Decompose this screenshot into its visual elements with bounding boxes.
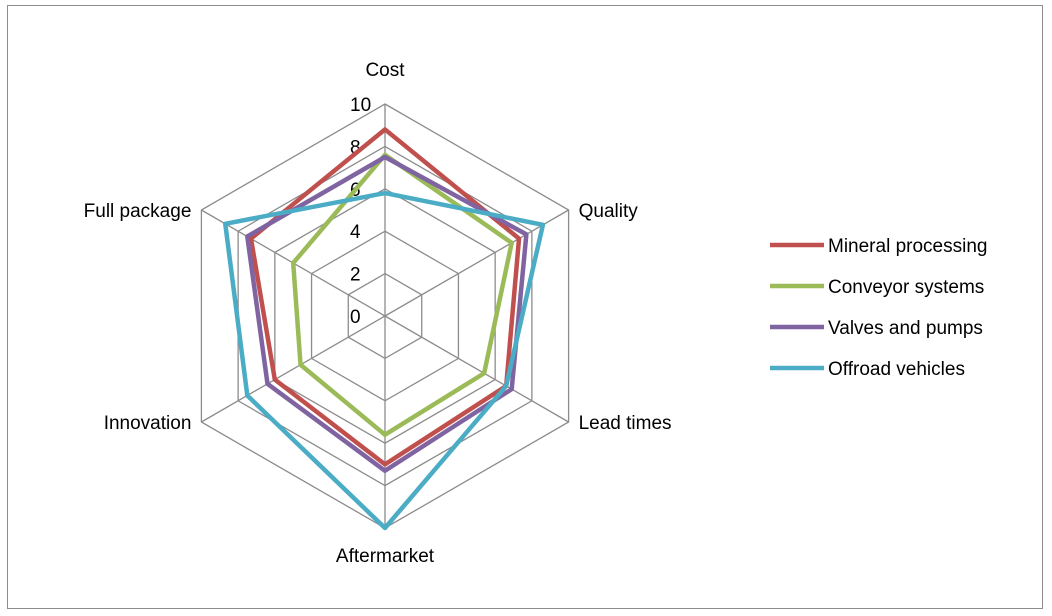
category-label-aftermarket: Aftermarket bbox=[336, 546, 435, 567]
legend-label-offroad-vehicles: Offroad vehicles bbox=[828, 359, 965, 380]
tick-label-4: 4 bbox=[350, 222, 361, 243]
category-label-innovation: Innovation bbox=[104, 413, 192, 434]
series-offroad-vehicles bbox=[223, 190, 546, 531]
series-valves-and-pumps bbox=[245, 154, 529, 474]
category-layer: Cost Quality Lead times Aftermarket Innovati… bbox=[84, 60, 672, 567]
legend-label-mineral-processing: Mineral processing bbox=[828, 236, 987, 257]
category-label-full-package: Full package bbox=[84, 201, 192, 222]
grid-layer bbox=[200, 103, 570, 529]
category-label-quality: Quality bbox=[579, 201, 639, 222]
legend-label-valves-and-pumps: Valves and pumps bbox=[828, 318, 983, 339]
spoke-quality bbox=[384, 209, 569, 317]
tick-label-2: 2 bbox=[350, 265, 361, 286]
spoke-lead-times bbox=[384, 315, 569, 423]
series-layer bbox=[223, 127, 546, 531]
spoke-innovation bbox=[201, 315, 386, 423]
category-label-lead-times: Lead times bbox=[579, 413, 672, 434]
series-conveyor-systems bbox=[290, 152, 514, 437]
series-mineral-processing bbox=[248, 127, 522, 467]
tick-label-10: 10 bbox=[350, 95, 371, 116]
legend: Mineral processing Conveyor systems Valves… bbox=[770, 236, 987, 380]
tick-label-8: 8 bbox=[350, 137, 361, 158]
tick-label-0: 0 bbox=[350, 307, 361, 328]
category-label-cost: Cost bbox=[365, 60, 405, 81]
legend-label-conveyor-systems: Conveyor systems bbox=[828, 277, 984, 298]
